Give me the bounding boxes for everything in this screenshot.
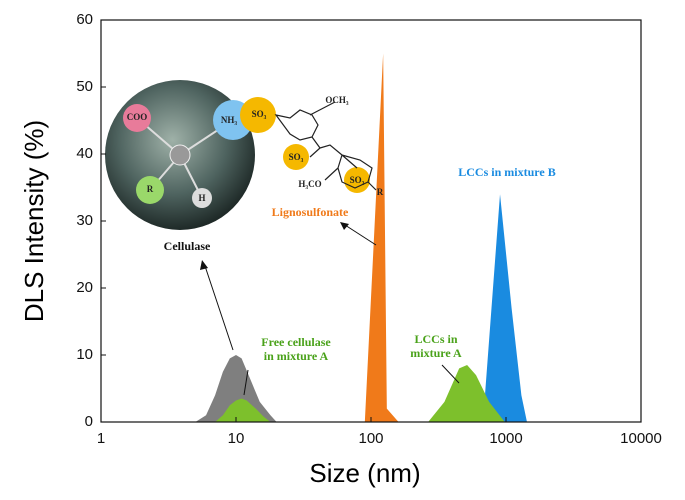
area — [195, 355, 277, 422]
annotation: Free cellulase — [261, 335, 331, 349]
arrows — [204, 224, 460, 396]
y-tick-label: 50 — [76, 78, 93, 95]
illustration-label: SO₃ — [289, 152, 304, 162]
illustration-label: OCH₃ — [325, 95, 349, 105]
atom — [283, 144, 309, 170]
y-tick-label: 40 — [76, 145, 93, 162]
area — [428, 365, 505, 422]
illustration-label: R — [377, 187, 384, 197]
x-tick-label: 1 — [97, 430, 105, 447]
annotation: LCCs in mixture B — [458, 165, 555, 179]
x-tick-label: 1000 — [489, 430, 522, 447]
center-atom — [169, 144, 191, 166]
x-tick-label: 10000 — [620, 430, 662, 447]
illustration-label: H — [198, 193, 205, 203]
x-tick-label: 100 — [358, 430, 383, 447]
illustration-label: H₃CO — [298, 179, 321, 189]
y-tick-label: 20 — [76, 279, 93, 296]
y-axis-label: DLS Intensity (%) — [19, 120, 49, 322]
y-tick-label: 30 — [76, 212, 93, 229]
illustration-label: SO₃ — [252, 109, 267, 119]
annotation: mixture A — [410, 346, 462, 360]
y-tick-label: 10 — [76, 346, 93, 363]
y-tick-label: 60 — [76, 11, 93, 28]
arrowheads — [200, 222, 349, 270]
area — [364, 53, 399, 422]
area — [482, 194, 527, 422]
illustration-label: R — [147, 184, 154, 194]
annotation: Cellulase — [164, 239, 211, 253]
atom — [240, 97, 276, 133]
x-tick-label: 10 — [228, 430, 245, 447]
atom — [136, 176, 164, 204]
annotation: Lignosulfonate — [272, 205, 349, 219]
illustration-label: SO₃ — [350, 175, 365, 185]
illustration-label: COO — [127, 112, 148, 122]
atom — [192, 188, 212, 208]
atom — [123, 104, 151, 132]
illustration-label: NH₃ — [221, 115, 238, 125]
plot-area — [195, 53, 527, 422]
x-axis-label: Size (nm) — [309, 458, 420, 488]
structure — [274, 101, 377, 191]
y-tick-label: 0 — [85, 413, 93, 430]
annotation: in mixture A — [264, 349, 329, 363]
annotation: LCCs in — [414, 332, 457, 346]
area — [215, 398, 271, 422]
illustration: COO NH₃ SO₃ R H SO₃ SO₃ R H₃CO OCH₃ — [105, 80, 384, 230]
